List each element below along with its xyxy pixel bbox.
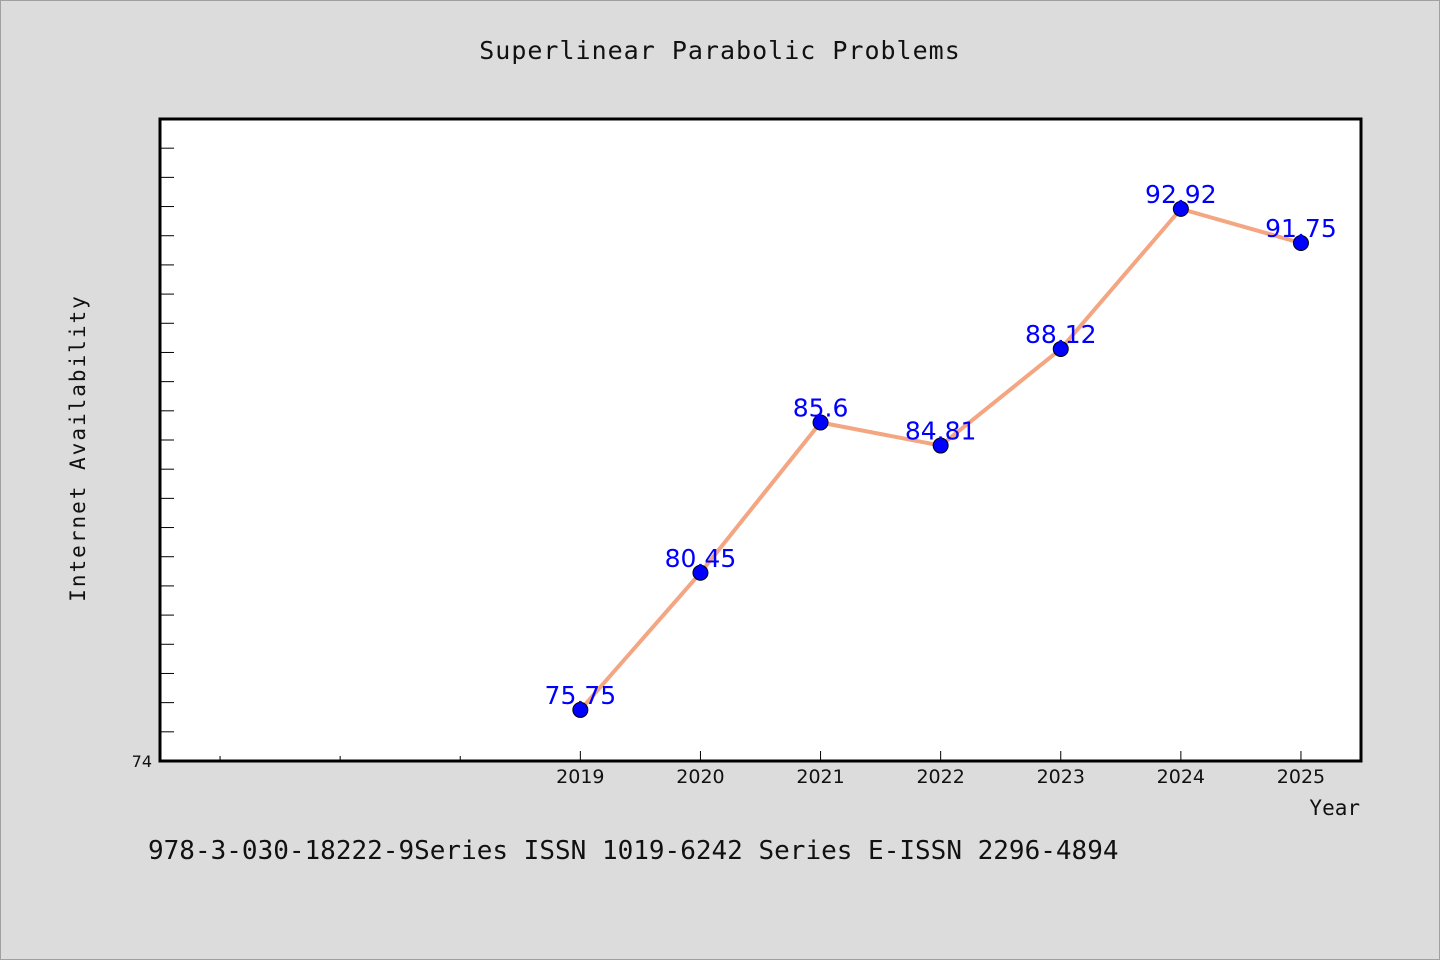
x-tick-label: 2024 — [1157, 766, 1205, 788]
x-axis-ticks: 2019 2020 2021 2022 2023 2024 2025 — [219, 751, 1325, 788]
data-label: 75.75 — [545, 681, 617, 710]
series-group — [572, 200, 1309, 718]
x-tick-label: 2023 — [1037, 766, 1085, 788]
x-tick-label: 2022 — [916, 766, 964, 788]
x-tick-label: 2025 — [1277, 766, 1325, 788]
data-point — [1052, 340, 1069, 357]
x-tick-label: 2020 — [676, 766, 724, 788]
x-tick-label: 2021 — [796, 766, 844, 788]
y-tick-label: 74 — [132, 752, 152, 771]
data-label: 88.12 — [1025, 320, 1097, 349]
footer-isbn-text: 978-3-030-18222-9Series ISSN 1019-6242 S… — [148, 836, 1119, 866]
data-point — [1292, 235, 1309, 252]
data-point — [932, 437, 949, 454]
plot-area — [158, 117, 1363, 763]
data-labels-group: 75.75 80.45 85.6 84.81 88.12 92.92 91.75 — [545, 180, 1337, 710]
data-point — [812, 414, 829, 431]
x-axis-label: Year — [1309, 796, 1360, 820]
data-label: 80.45 — [665, 544, 737, 573]
y-axis-ticks: 74 — [132, 147, 174, 771]
data-label: 92.92 — [1145, 180, 1217, 209]
data-point — [572, 701, 589, 718]
data-label: 85.6 — [793, 393, 849, 422]
data-label: 84.81 — [905, 417, 977, 446]
data-label: 91.75 — [1265, 214, 1337, 243]
data-point — [1172, 200, 1189, 217]
chart-title: Superlinear Parabolic Problems — [479, 36, 961, 65]
data-point — [692, 564, 709, 581]
x-tick-label: 2019 — [556, 766, 604, 788]
